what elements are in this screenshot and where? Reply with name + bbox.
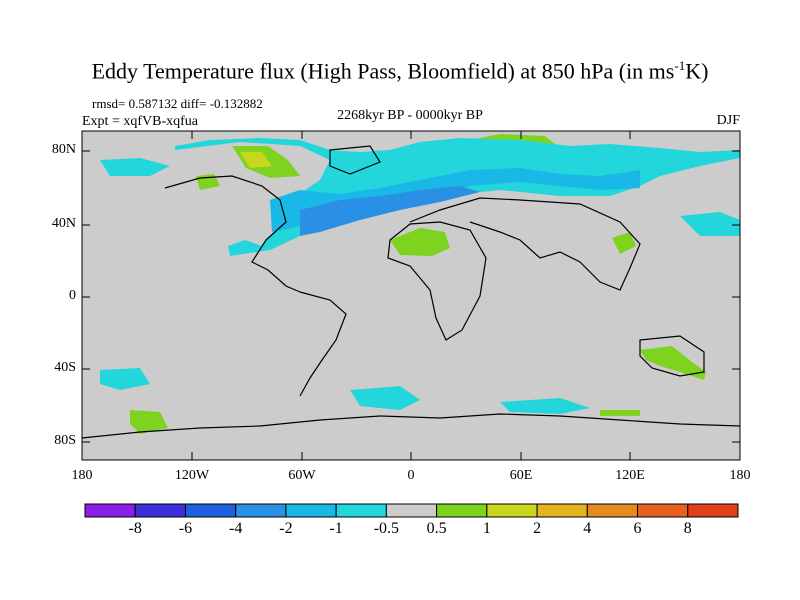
colorbar-swatch xyxy=(235,503,287,518)
colorbar-swatch xyxy=(335,503,387,518)
colorbar-label: -6 xyxy=(178,520,193,537)
south-pacific-green-region xyxy=(130,410,168,434)
title-main: Eddy Temperature flux (High Pass, Bloomf… xyxy=(91,58,675,84)
colorbar-swatch xyxy=(637,503,689,518)
south-america-coast xyxy=(299,291,347,397)
colorbar-swatch xyxy=(134,503,186,518)
australia-coast xyxy=(639,335,705,377)
negative-anomaly-regions xyxy=(100,138,740,414)
x-tick-label: 180 xyxy=(729,468,751,483)
colorbar-label: -8 xyxy=(128,520,142,537)
colorbar xyxy=(84,503,739,518)
colorbar-label: 0.5 xyxy=(426,520,447,537)
africa-coast xyxy=(387,221,487,341)
colorbar-swatch xyxy=(385,503,438,518)
south-pacific-cyan-region xyxy=(100,368,150,390)
chart-title: Eddy Temperature flux (High Pass, Bloomf… xyxy=(0,58,800,84)
china-green-region xyxy=(612,232,636,254)
colorbar-label: -1 xyxy=(329,520,343,537)
coastlines xyxy=(81,145,741,439)
colorbar-swatch xyxy=(586,503,639,518)
south-atlantic-cyan-region xyxy=(350,386,420,410)
colorbar-label: 6 xyxy=(633,520,642,537)
indian-ocean-cyan-region xyxy=(500,398,590,414)
colorbar-label: -4 xyxy=(229,520,243,537)
axis-tick-marks xyxy=(81,131,741,460)
colorbar-label: -2 xyxy=(279,520,293,537)
y-tick-label: 80S xyxy=(54,433,76,448)
pacific-cyan-region xyxy=(100,158,170,176)
y-tick-label: 0 xyxy=(69,288,76,303)
colorbar-label: 1 xyxy=(482,520,491,537)
x-tick-label: 0 xyxy=(407,468,415,483)
y-tick-label: 80N xyxy=(51,142,76,157)
season-label: DJF xyxy=(716,113,740,128)
colorbar-swatch xyxy=(285,503,337,518)
period-label: 2268kyr BP - 0000kyr BP xyxy=(337,108,483,123)
rmsd-diff-text: rmsd= 0.587132 diff= -0.132882 xyxy=(92,96,263,111)
x-tick-label: 180 xyxy=(71,468,93,483)
colorbar-swatch xyxy=(436,503,488,518)
x-tick-label: 120W xyxy=(174,468,210,483)
title-end: K) xyxy=(685,58,709,84)
colorbar-label: 8 xyxy=(683,520,692,537)
north-atlantic-blue-core xyxy=(300,186,480,236)
colorbar-swatch xyxy=(84,503,136,518)
experiment-label: Expt = xqfVB-xqfua xyxy=(82,114,198,129)
canada-arctic-yellow-core xyxy=(240,152,272,168)
x-tick-label: 60W xyxy=(288,468,316,483)
colorbar-label: -0.5 xyxy=(373,520,400,537)
sahara-green-region xyxy=(390,228,450,256)
title-superscript: -1 xyxy=(674,58,686,73)
southern-ocean-green-strip xyxy=(600,410,640,416)
colorbar-label: 4 xyxy=(583,520,592,537)
north-america-coast xyxy=(164,175,301,293)
australia-green-region xyxy=(640,346,706,380)
greenland-coast xyxy=(329,145,381,175)
x-tick-label: 60E xyxy=(509,468,533,483)
x-tick-label: 120E xyxy=(615,468,645,483)
north-pacific-east-cyan-region xyxy=(680,212,740,236)
colorbar-label: 2 xyxy=(533,520,542,537)
eurasia-coast xyxy=(409,197,641,291)
colorbar-swatch xyxy=(184,503,237,518)
north-atlantic-light-blue-band xyxy=(270,168,640,232)
colorbar-swatch xyxy=(536,503,588,518)
colorbar-swatch xyxy=(486,503,538,518)
y-tick-label: 40S xyxy=(54,360,76,375)
antarctica-coast xyxy=(81,413,741,439)
y-tick-label: 40N xyxy=(51,216,76,231)
colorbar-swatch xyxy=(687,503,739,518)
